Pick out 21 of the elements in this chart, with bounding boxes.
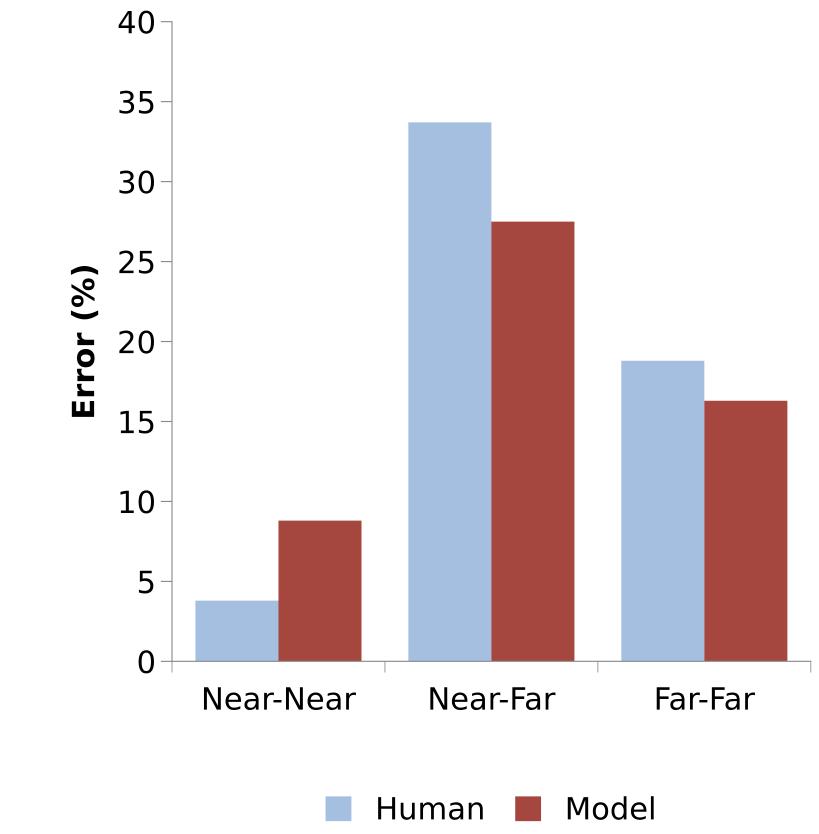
- bar: [704, 400, 788, 662]
- bar: [621, 360, 704, 662]
- y-tick-label: 0: [138, 650, 154, 674]
- y-tick-label: 35: [119, 90, 154, 114]
- bar: [408, 122, 492, 662]
- y-tick-label: 15: [120, 410, 154, 434]
- y-tick-label: 10: [120, 490, 154, 514]
- y-axis-title: Error (%): [70, 266, 98, 417]
- y-tick-label: 5: [138, 570, 154, 594]
- y-tick-label: 40: [118, 10, 154, 34]
- bar: [195, 600, 278, 662]
- legend-label: Human: [378, 797, 483, 820]
- y-tick-label: 20: [119, 330, 154, 354]
- legend-label: Model: [568, 796, 654, 820]
- y-tick-label: 30: [119, 170, 154, 194]
- x-tick-label: Near-Far: [430, 687, 556, 710]
- bar: [491, 222, 574, 662]
- x-tick-label: Far-Far: [656, 687, 755, 710]
- x-tick-label: Near-Near: [204, 687, 356, 710]
- y-tick-label: 25: [119, 250, 154, 274]
- bar: [278, 520, 362, 662]
